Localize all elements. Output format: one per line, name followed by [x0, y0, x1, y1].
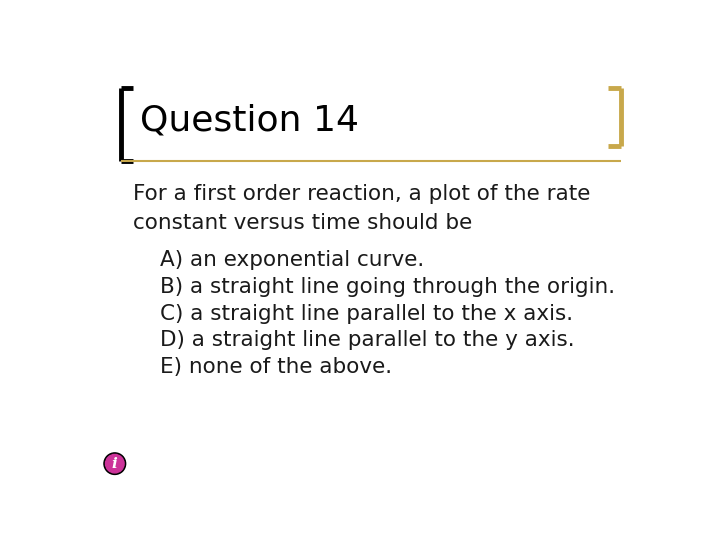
Text: C) a straight line parallel to the x axis.: C) a straight line parallel to the x axi…	[160, 303, 573, 323]
Text: Question 14: Question 14	[140, 103, 359, 137]
Text: i: i	[112, 457, 117, 471]
Text: For a first order reaction, a plot of the rate
constant versus time should be: For a first order reaction, a plot of th…	[132, 184, 590, 233]
Circle shape	[104, 453, 126, 475]
Circle shape	[106, 455, 124, 473]
Text: B) a straight line going through the origin.: B) a straight line going through the ori…	[160, 276, 615, 296]
Text: D) a straight line parallel to the y axis.: D) a straight line parallel to the y axi…	[160, 330, 575, 350]
Text: E) none of the above.: E) none of the above.	[160, 357, 392, 377]
Text: A) an exponential curve.: A) an exponential curve.	[160, 249, 424, 269]
